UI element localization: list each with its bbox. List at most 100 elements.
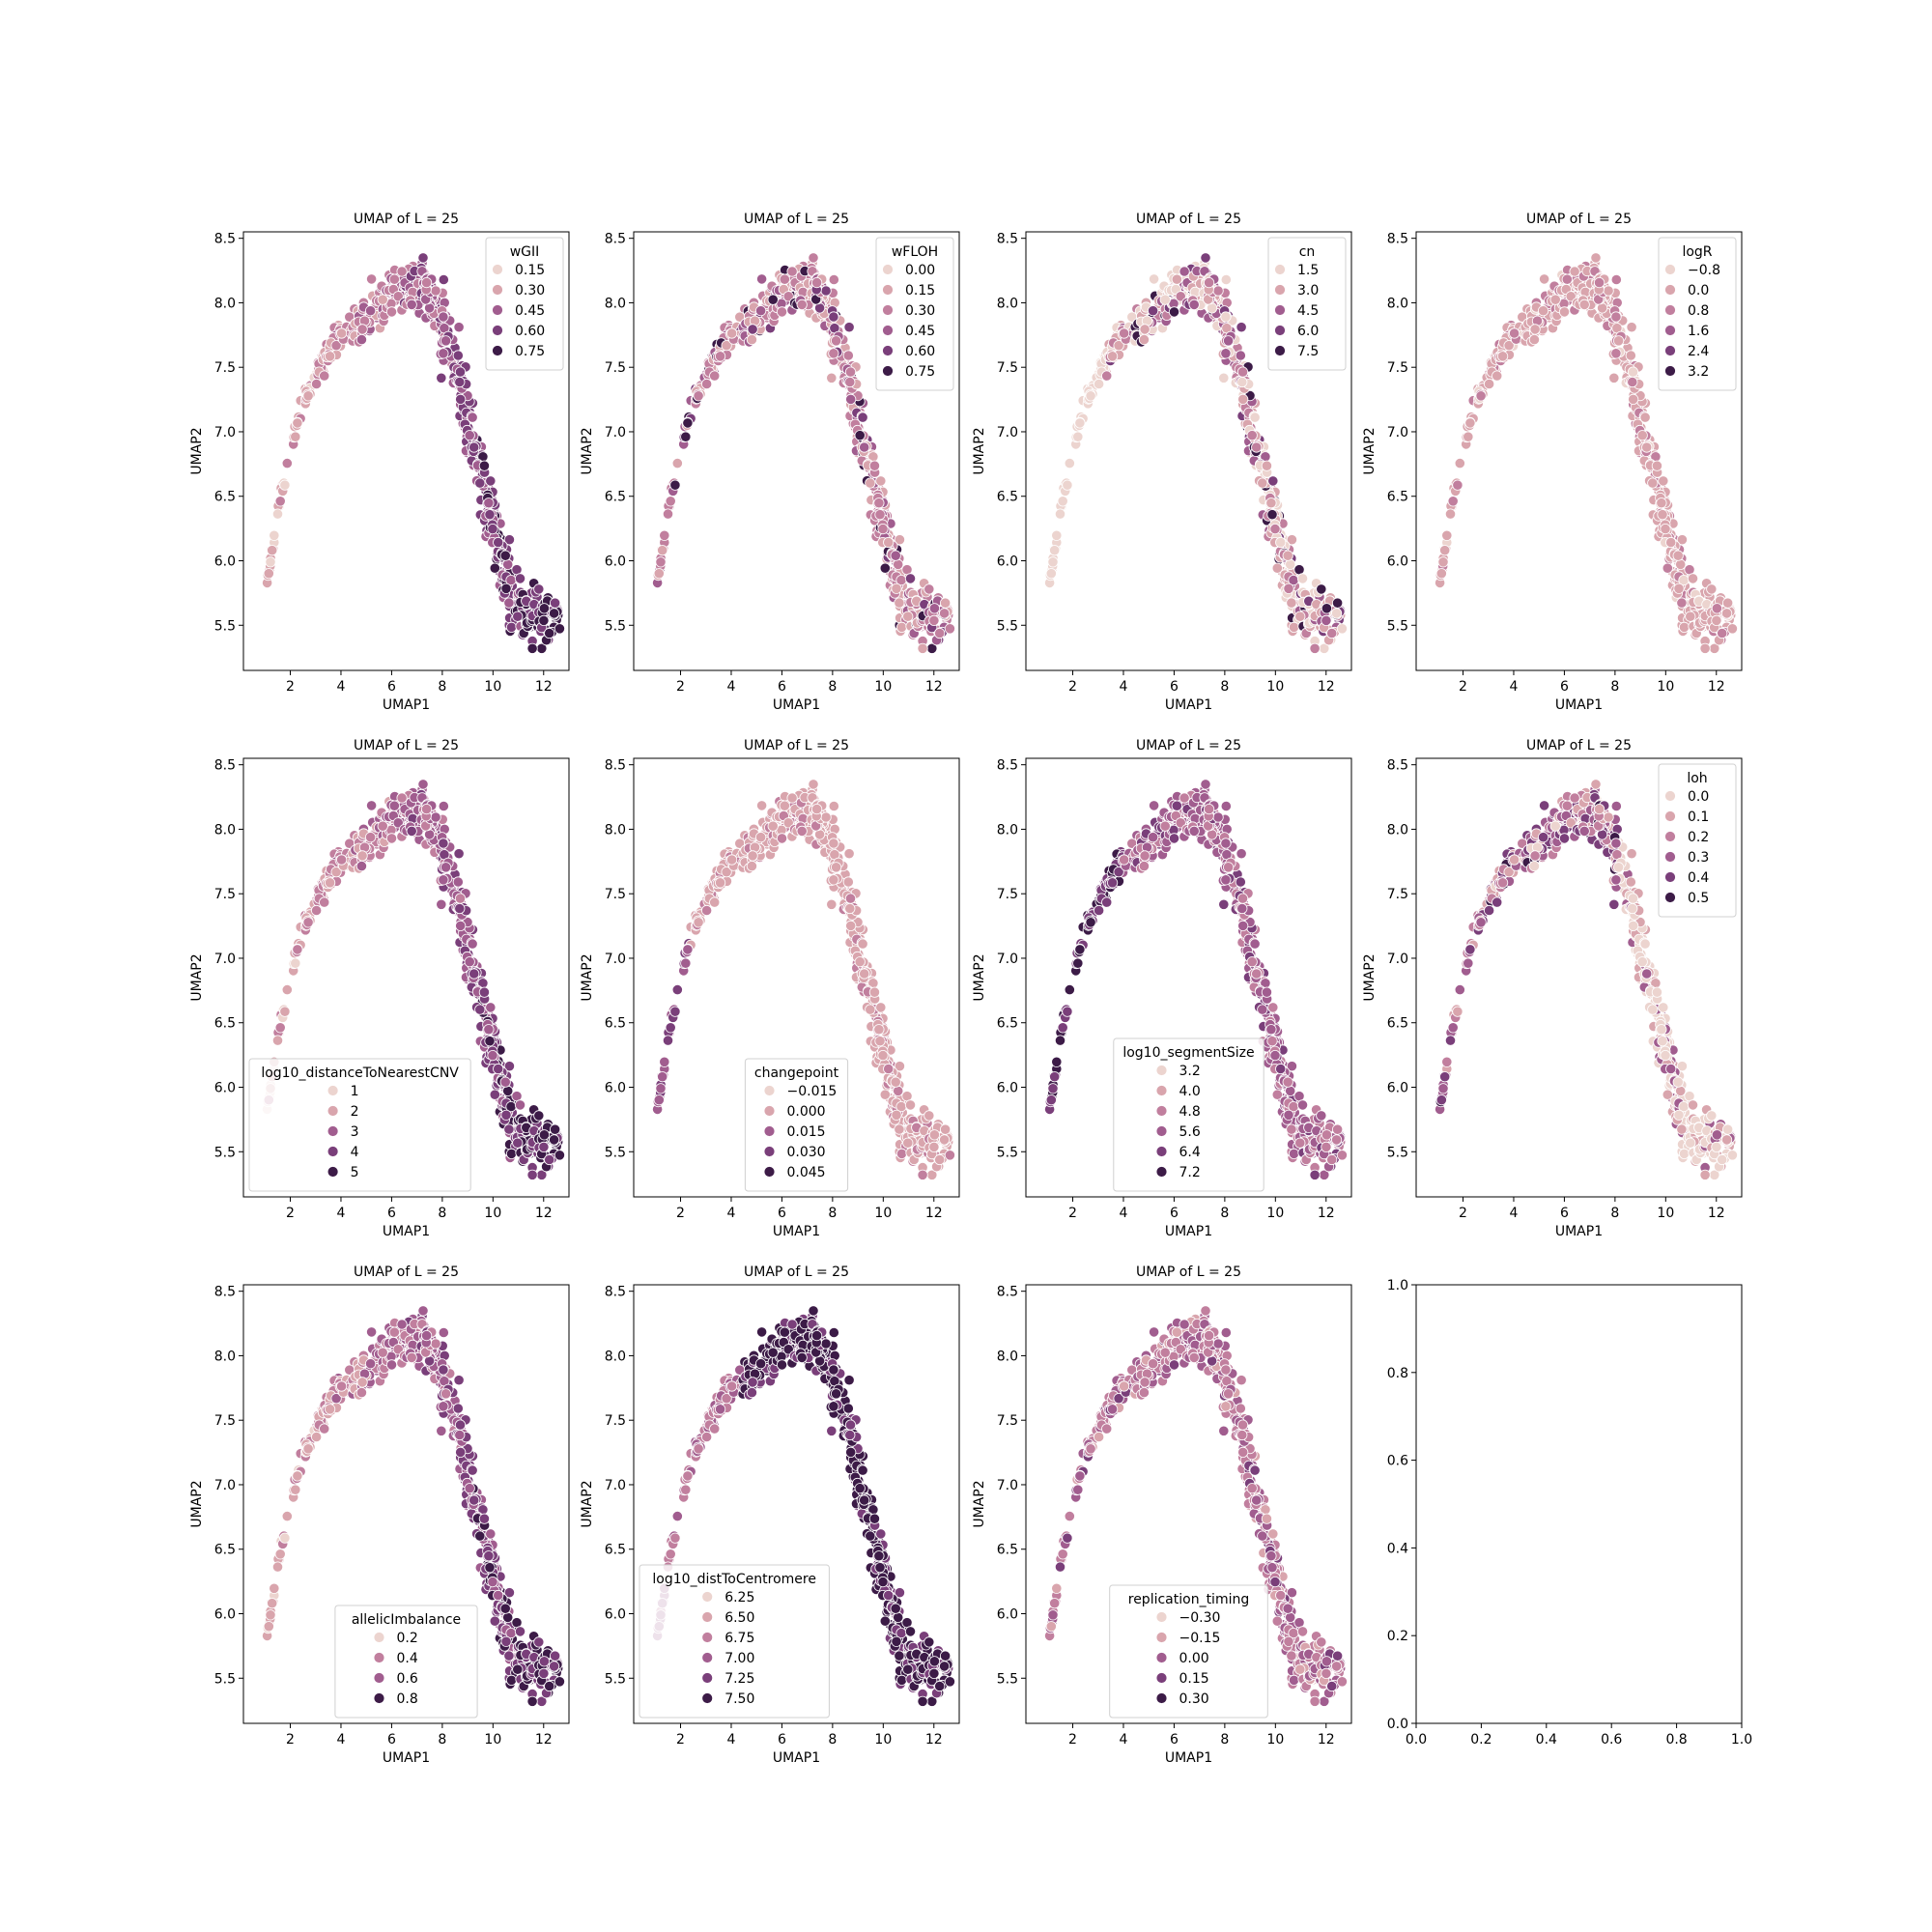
data-point <box>873 1024 885 1036</box>
data-point <box>902 1137 914 1149</box>
y-tick-label: 6.0 <box>605 1081 626 1096</box>
data-point <box>430 285 441 297</box>
data-point <box>1179 792 1190 804</box>
data-point <box>453 322 465 333</box>
data-point <box>1235 350 1246 361</box>
data-point <box>1578 298 1590 310</box>
data-point <box>1332 1123 1344 1135</box>
data-point <box>1296 1099 1309 1111</box>
subplot-title: UMAP of L = 25 <box>1526 212 1632 227</box>
y-axis-label: UMAP2 <box>580 427 595 474</box>
data-point <box>767 294 779 305</box>
y-tick-label: 7.5 <box>997 887 1018 902</box>
data-point <box>538 1129 551 1141</box>
data-point <box>865 477 876 489</box>
y-tick-label: 7.0 <box>997 425 1018 440</box>
data-point <box>868 460 881 471</box>
data-point <box>500 582 512 594</box>
data-point <box>388 800 400 811</box>
data-point <box>1608 372 1620 384</box>
data-point <box>487 1050 498 1062</box>
data-point <box>1296 573 1309 584</box>
data-point <box>655 1083 667 1094</box>
data-point <box>810 803 823 815</box>
x-tick-label: 10 <box>1266 679 1284 695</box>
data-point <box>502 1085 514 1097</box>
data-point <box>1441 529 1453 541</box>
y-axis-label: UMAP2 <box>189 953 205 1001</box>
x-axis-label: UMAP1 <box>773 697 820 713</box>
legend-entry: 0.030 <box>787 1145 826 1160</box>
legend-entry: 0.045 <box>787 1165 826 1180</box>
subplot-title: UMAP of L = 25 <box>744 212 849 227</box>
data-point <box>1437 1083 1449 1094</box>
data-point <box>1236 893 1249 904</box>
data-point <box>388 273 400 285</box>
data-point <box>1057 496 1068 507</box>
data-point <box>310 378 323 390</box>
legend-entry: 0.00 <box>905 263 935 278</box>
data-point <box>890 550 901 561</box>
x-tick-label: 4 <box>1120 1206 1128 1221</box>
data-point <box>747 850 758 862</box>
data-point <box>533 1110 545 1122</box>
data-point <box>1656 497 1667 509</box>
data-point <box>767 820 779 832</box>
x-axis-label: UMAP1 <box>383 1224 430 1239</box>
data-point <box>292 417 303 429</box>
subplot-title: UMAP of L = 25 <box>354 212 459 227</box>
data-point <box>1613 335 1625 347</box>
data-point <box>1072 957 1084 969</box>
y-tick-label: 6.5 <box>997 490 1018 505</box>
data-point <box>1673 582 1685 594</box>
data-point <box>1678 621 1690 634</box>
data-point <box>746 860 758 872</box>
legend-entry: 6.0 <box>1297 324 1319 339</box>
legend-entry: 0.8 <box>1688 303 1709 319</box>
data-point <box>874 509 886 521</box>
data-point <box>796 298 808 310</box>
data-point <box>1660 523 1671 535</box>
x-tick-label: 6 <box>1170 679 1179 695</box>
data-point <box>875 475 887 487</box>
y-tick-label: 8.5 <box>214 232 236 247</box>
data-point <box>845 393 857 405</box>
data-point <box>854 430 866 441</box>
data-point <box>1685 611 1696 622</box>
y-tick-label: 7.0 <box>214 952 236 967</box>
data-point <box>438 348 449 359</box>
data-point <box>653 1094 665 1106</box>
y-tick-label: 8.0 <box>214 822 236 838</box>
data-point <box>725 327 738 339</box>
data-point <box>469 441 480 453</box>
data-point <box>1064 983 1075 996</box>
data-point <box>1045 568 1057 580</box>
data-point <box>917 642 928 654</box>
data-point <box>669 1006 681 1017</box>
data-point <box>440 862 452 873</box>
x-tick-label: 10 <box>1266 1206 1284 1221</box>
data-point <box>263 568 274 580</box>
data-point <box>455 920 467 932</box>
data-point <box>1212 285 1224 297</box>
legend-title: changepoint <box>754 1065 839 1081</box>
data-point <box>454 366 467 378</box>
data-point <box>1275 1063 1287 1075</box>
data-point <box>1639 412 1651 423</box>
data-point <box>1236 366 1249 378</box>
data-point <box>1447 496 1459 507</box>
data-point <box>484 509 496 521</box>
x-tick-label: 4 <box>1120 679 1128 695</box>
data-point <box>671 457 683 469</box>
y-tick-label: 6.5 <box>214 1016 236 1032</box>
data-point <box>1138 860 1151 872</box>
data-point <box>1331 1134 1343 1146</box>
data-point <box>895 621 908 634</box>
data-point <box>548 1134 560 1146</box>
data-point <box>319 896 330 908</box>
data-point <box>1447 1022 1459 1034</box>
data-point <box>709 370 721 382</box>
data-point <box>754 832 767 843</box>
